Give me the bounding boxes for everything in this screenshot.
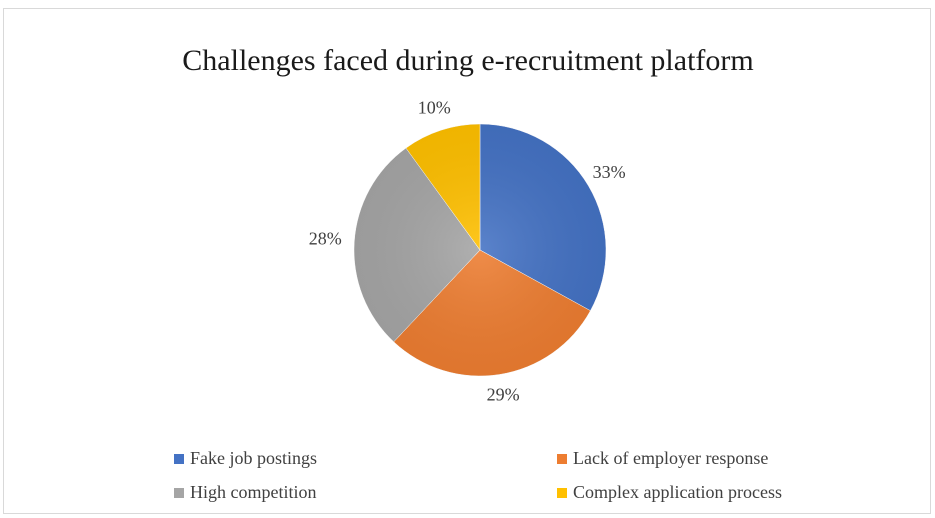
data-label-complex-application-process: 10% bbox=[418, 97, 451, 117]
pie-data-labels: 33% 29% 28% 10% bbox=[309, 97, 626, 404]
pie-slices bbox=[353, 123, 607, 377]
data-label-high-competition: 28% bbox=[309, 228, 342, 248]
chart-area: Challenges faced during e-recruitment pl… bbox=[3, 8, 931, 514]
data-label-lack-of-employer-response: 29% bbox=[487, 384, 520, 404]
chart-title: Challenges faced during e-recruitment pl… bbox=[182, 44, 754, 77]
pie-chart: 33% 29% 28% 10% bbox=[309, 97, 626, 404]
data-label-fake-job-postings: 33% bbox=[593, 162, 626, 182]
